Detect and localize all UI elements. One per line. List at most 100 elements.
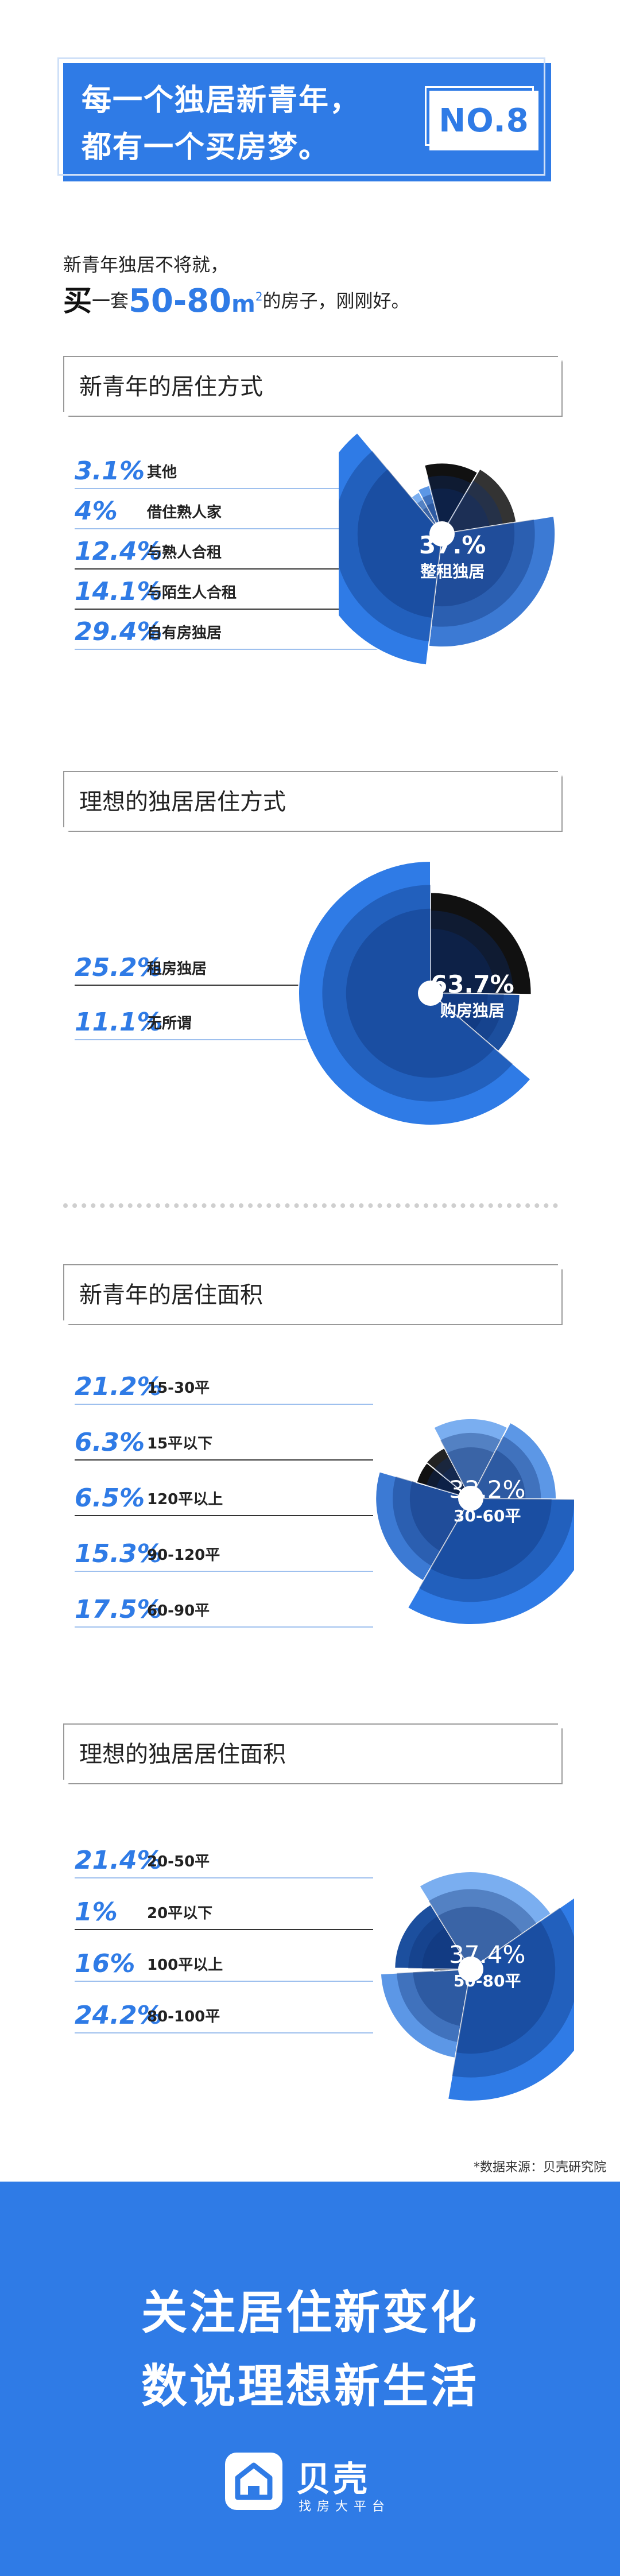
legend-leader-line [75, 609, 379, 610]
legend-label: 15-30平 [147, 1379, 210, 1397]
legend-value: 3.1% [75, 456, 145, 486]
legend-label: 60-90平 [147, 1602, 210, 1620]
source-note: *数据来源：贝壳研究院 [473, 2160, 606, 2175]
pie-slice-整租独居 [339, 432, 443, 666]
pie-slice-shade [393, 1476, 471, 1566]
header-line-1: 每一个独居新青年， [82, 83, 361, 118]
legend-leader-line [75, 1515, 373, 1516]
center-name-4: 50-80平 [453, 1971, 521, 1990]
pie-slice-shade [437, 1907, 522, 1969]
pie-center-hole [429, 521, 455, 547]
legend-row: 1% 20平以下 [75, 1895, 212, 1929]
intro-rest: 的房子，刚刚好。 [262, 290, 410, 312]
section-title-3: 新青年的居住面积 [63, 1264, 563, 1325]
legend-value: 1% [75, 1897, 118, 1927]
pie-slice-shade [357, 469, 442, 618]
pie-slice-shade [418, 1498, 574, 1602]
legend-value: 14.1% [75, 576, 162, 606]
legend-leader-line [75, 1571, 373, 1572]
legend-leader-line [75, 1929, 373, 1930]
pie-slice-30-60平 [406, 1497, 574, 1625]
pie-slice-无所谓 [429, 992, 521, 1052]
pie-chart-ideal-area [379, 1871, 574, 2102]
pie-chart-living-mode [339, 432, 556, 666]
pie-slice-shade [409, 1481, 471, 1551]
legend-row: 14.1% 与陌生人合租 [75, 574, 237, 609]
center-value-3: 33.2% [449, 1475, 526, 1504]
legend-value: 24.2% [75, 2000, 162, 2030]
intro-line-1: 新青年独居不将就， [63, 254, 229, 276]
pie-slice-50-80平 [447, 1897, 574, 2102]
pie-center-hole [458, 1486, 483, 1511]
legend-label: 120平以上 [147, 1490, 223, 1508]
center-label-4: 37.4% 50-80平 [449, 1940, 525, 1992]
intro-one-set: 一套 [92, 290, 129, 312]
legend-label: 80-100平 [147, 2008, 220, 2025]
pie-slice-shade [471, 1450, 526, 1499]
pie-slice-shade [427, 475, 471, 534]
section-title-4: 理想的独居居住面积 [63, 1723, 563, 1784]
legend-row: 16% 100平以上 [75, 1946, 223, 1981]
logo-name: 贝壳 [296, 2459, 370, 2500]
legend-value: 6.5% [75, 1483, 145, 1513]
legend-row: 21.2% 15-30平 [75, 1369, 210, 1404]
legend-row: 17.5% 60-90平 [75, 1592, 210, 1626]
beike-logo-icon [225, 2453, 282, 2510]
pie-slice-shade [442, 492, 490, 534]
center-value-1: 37.% [419, 531, 486, 559]
legend-label: 100平以上 [147, 1956, 223, 1974]
legend-label: 与陌生人合租 [147, 584, 237, 602]
legend-leader-line [75, 2032, 373, 2033]
legend-row: 3.1% 其他 [75, 454, 177, 488]
legend-row: 15.3% 90-120平 [75, 1536, 220, 1571]
intro-unit: m [231, 291, 255, 317]
pie-slice-80-100平 [418, 1871, 552, 1970]
pie-slice-shade [339, 451, 442, 642]
pie-chart-ideal-mode [298, 861, 532, 1125]
legend-value: 15.3% [75, 1539, 162, 1568]
logo-tagline: 找房大平台 [299, 2500, 391, 2514]
pie-slice-shade [431, 993, 488, 1031]
footer-line-2: 数说理想新生活 [141, 2360, 479, 2413]
pie-slice-15-30平 [375, 1471, 472, 1582]
pie-slice-90-120平 [433, 1417, 509, 1500]
center-value-4: 37.4% [449, 1940, 526, 1969]
pie-slice-shade [447, 1447, 495, 1498]
pie-slice-与陌生人合租 [441, 468, 517, 535]
legend-label: 90-120平 [147, 1546, 220, 1564]
pie-slice-shade [431, 993, 504, 1041]
legend-leader-line [75, 568, 379, 570]
legend-label: 与熟人合租 [147, 544, 222, 561]
section-title-2: 理想的独居居住方式 [63, 771, 563, 832]
pie-slice-shade [428, 1889, 537, 1969]
legend-leader-line [75, 1404, 373, 1405]
pie-center-hole [418, 981, 443, 1006]
legend-value: 21.2% [75, 1372, 162, 1401]
pie-slice-购房独居 [298, 861, 532, 1125]
intro-unit-sup: 2 [255, 289, 263, 304]
legend-value: 25.2% [75, 952, 162, 982]
intro-range: 50-80 [129, 282, 232, 320]
legend-value: 12.4% [75, 536, 162, 566]
pie-chart-living-area [375, 1417, 574, 1625]
footer-banner: 关注居住新变化 数说理想新生活 贝壳 找房大平台 [0, 2182, 620, 2576]
dotted-separator [63, 1203, 558, 1208]
legend-value: 21.4% [75, 1845, 162, 1875]
legend-row: 29.4% 自有房独居 [75, 614, 222, 649]
legend-label: 租房独居 [147, 960, 207, 978]
legend-leader-line [75, 1459, 373, 1461]
legend-leader-line [75, 1877, 373, 1878]
legend-leader-line [75, 985, 367, 986]
legend-label: 20平以下 [147, 1904, 213, 1922]
pie-slice-shade [430, 1498, 552, 1579]
issue-badge: NO.8 [425, 86, 538, 150]
legend-label: 其他 [147, 463, 177, 481]
legend-leader-line [75, 488, 379, 489]
legend-row: 12.4% 与熟人合租 [75, 534, 222, 568]
pie-slice-shade [431, 928, 495, 994]
pie-slice-shade [426, 1469, 471, 1498]
legend-row: 11.1% 无所谓 [75, 1005, 192, 1039]
pie-slice-shade [433, 522, 515, 607]
center-label-2: 63.7% 购房独居 [431, 970, 514, 1021]
center-name-1: 整租独居 [420, 562, 485, 581]
